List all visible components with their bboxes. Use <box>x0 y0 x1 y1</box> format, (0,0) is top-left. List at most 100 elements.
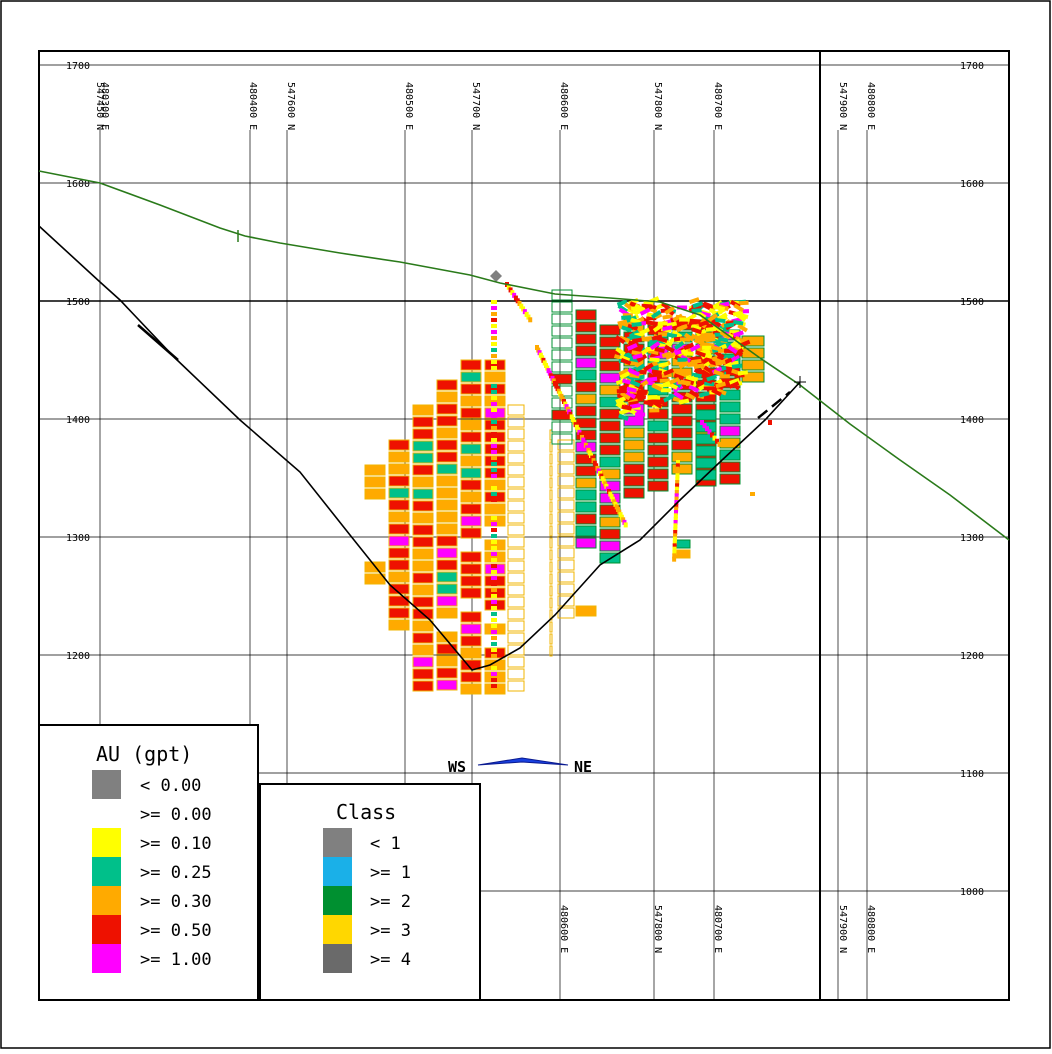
drill-sample <box>666 332 678 339</box>
model-block <box>575 537 597 549</box>
model-block <box>575 357 597 369</box>
drill-sample <box>491 648 497 652</box>
drill-sample <box>676 460 680 465</box>
drill-sample <box>550 375 555 381</box>
model-block <box>551 313 573 325</box>
drill-sample <box>491 330 497 334</box>
model-block <box>575 513 597 525</box>
model-block <box>388 571 410 583</box>
model-block <box>388 487 410 499</box>
model-block <box>575 345 597 357</box>
model-block <box>575 405 597 417</box>
drill-sample <box>563 401 568 407</box>
grid-label-bottom: 547900 N <box>837 905 848 953</box>
model-block <box>557 463 575 475</box>
model-block <box>460 647 482 659</box>
model-block <box>507 512 525 524</box>
model-block <box>671 463 693 475</box>
drill-sample <box>491 558 497 562</box>
drill-sample <box>636 353 648 363</box>
drill-sample <box>591 458 596 464</box>
model-block <box>507 668 525 680</box>
drill-sample <box>491 624 497 628</box>
drill-sample <box>715 438 719 444</box>
drill-sample <box>491 324 497 328</box>
drill-sample <box>491 474 497 478</box>
drill-sample <box>618 512 623 518</box>
drill-sample <box>678 398 690 405</box>
model-block <box>557 583 575 595</box>
model-block <box>675 539 691 549</box>
drill-sample <box>629 403 641 409</box>
drill-sample <box>622 519 627 525</box>
drill-sample <box>673 513 678 519</box>
drill-sample <box>541 357 546 363</box>
model-block <box>436 463 458 475</box>
model-block <box>507 488 525 500</box>
au-legend-swatch <box>92 944 121 973</box>
model-block <box>557 499 575 511</box>
drill-sample <box>621 404 632 411</box>
drill-sample <box>616 507 620 512</box>
model-block <box>549 525 553 537</box>
drill-sample <box>661 325 673 332</box>
drill-sample <box>491 594 497 598</box>
orientation-indicator: WS NE <box>448 757 592 776</box>
class-legend-swatch <box>323 828 352 857</box>
drill-sample <box>664 344 675 353</box>
drill-sample <box>715 360 726 366</box>
pit-bench-ramp <box>757 391 791 419</box>
model-block <box>412 524 434 536</box>
drill-sample <box>673 526 678 532</box>
model-block <box>388 583 410 595</box>
orientation-arrow-icon <box>477 757 569 766</box>
drill-sample <box>491 444 497 448</box>
drill-sample <box>508 287 513 293</box>
drill-sample <box>737 323 748 333</box>
au-legend-swatch <box>92 770 121 799</box>
model-block <box>647 420 669 432</box>
elevation-label-right: 1000 <box>960 887 984 898</box>
model-block <box>412 488 434 500</box>
drill-sample <box>491 522 497 526</box>
model-block <box>436 679 458 691</box>
model-block <box>507 560 525 572</box>
elevation-label-left: 1600 <box>66 179 90 190</box>
model-block <box>671 403 693 415</box>
model-block <box>412 560 434 572</box>
drill-sample <box>491 564 497 568</box>
drill-sample <box>674 506 679 512</box>
drill-sample <box>661 351 673 358</box>
model-block <box>551 337 573 349</box>
model-block <box>599 348 621 360</box>
model-block <box>575 333 597 345</box>
drill-sample <box>710 318 722 328</box>
model-block <box>388 463 410 475</box>
drill-sample <box>618 383 630 391</box>
model-block <box>507 656 525 668</box>
drill-sample <box>542 360 547 366</box>
drill-sample <box>615 396 627 404</box>
model-block <box>460 455 482 467</box>
drill-sample <box>634 303 646 312</box>
drill-sample <box>658 361 669 368</box>
drill-sample <box>603 481 608 487</box>
model-block <box>671 415 693 427</box>
drill-sample <box>491 570 497 574</box>
drill-sample <box>730 338 741 348</box>
drill-sample <box>692 301 704 309</box>
model-block <box>719 413 741 425</box>
drill-sample <box>662 394 674 403</box>
drill-sample <box>717 336 729 343</box>
drill-sample <box>517 301 522 306</box>
drill-sample <box>715 388 727 396</box>
drill-sample <box>537 350 542 356</box>
model-block <box>507 608 525 620</box>
model-block <box>719 449 741 461</box>
drill-sample <box>554 383 559 389</box>
grid-label-top: 480300 E <box>99 82 110 130</box>
drill-sample <box>536 347 541 353</box>
elevation-label-right: 1700 <box>960 61 984 72</box>
model-block <box>549 477 553 489</box>
